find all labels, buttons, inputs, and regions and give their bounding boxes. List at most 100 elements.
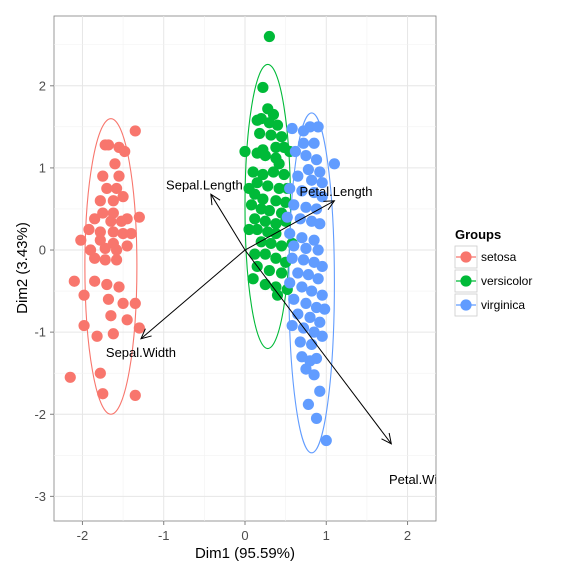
legend-key-virginica bbox=[460, 299, 472, 311]
point-virginica bbox=[302, 398, 314, 410]
point-versicolor bbox=[278, 168, 290, 181]
point-virginica bbox=[284, 182, 296, 195]
point-virginica bbox=[297, 137, 310, 149]
point-versicolor bbox=[239, 145, 251, 158]
point-versicolor bbox=[259, 278, 271, 291]
point-virginica bbox=[328, 158, 341, 170]
point-virginica bbox=[292, 170, 304, 182]
point-versicolor bbox=[254, 127, 266, 140]
point-virginica bbox=[304, 121, 316, 133]
point-setosa bbox=[133, 322, 145, 334]
point-setosa bbox=[129, 389, 141, 401]
arrow-Petal.Width bbox=[244, 249, 392, 445]
point-versicolor bbox=[249, 188, 261, 200]
point-versicolor bbox=[267, 166, 280, 178]
point-versicolor bbox=[263, 205, 275, 217]
variable-labels: Sepal.Length Sepal.Width Petal.Length Petal… bbox=[106, 177, 455, 487]
point-versicolor bbox=[259, 215, 271, 227]
point-setosa bbox=[83, 223, 95, 236]
point-virginica bbox=[306, 174, 318, 186]
data-points bbox=[64, 30, 341, 447]
point-virginica bbox=[286, 122, 298, 135]
point-versicolor bbox=[273, 182, 285, 195]
y-tick-label: -1 bbox=[34, 325, 46, 340]
y-tick-label: -3 bbox=[34, 489, 46, 504]
arrow-Sepal.Length bbox=[210, 193, 246, 251]
point-virginica bbox=[316, 260, 328, 273]
point-setosa bbox=[107, 195, 119, 207]
point-virginica bbox=[316, 330, 328, 342]
point-setosa bbox=[121, 213, 133, 225]
point-setosa bbox=[99, 242, 111, 254]
y-axis-title: Dim2 (3.43%) bbox=[14, 222, 31, 314]
point-virginica bbox=[281, 211, 293, 223]
point-versicolor bbox=[270, 252, 282, 264]
point-virginica bbox=[300, 297, 312, 309]
point-setosa bbox=[68, 275, 80, 287]
point-setosa bbox=[117, 297, 129, 309]
point-virginica bbox=[316, 191, 328, 203]
point-virginica bbox=[294, 213, 306, 225]
point-setosa bbox=[89, 252, 101, 264]
point-virginica bbox=[296, 185, 308, 197]
point-versicolor bbox=[247, 166, 259, 178]
point-versicolor bbox=[270, 141, 282, 153]
label-Petal.Length: Petal.Length bbox=[300, 184, 373, 199]
point-virginica bbox=[294, 336, 306, 348]
point-setosa bbox=[105, 215, 117, 227]
point-versicolor bbox=[259, 248, 271, 260]
point-setosa bbox=[117, 191, 129, 203]
x-axis-title: Dim1 (95.59%) bbox=[195, 545, 295, 562]
point-virginica bbox=[288, 199, 300, 211]
point-virginica bbox=[312, 273, 324, 285]
point-setosa bbox=[117, 228, 129, 240]
point-versicolor bbox=[251, 223, 263, 236]
point-virginica bbox=[314, 316, 326, 328]
point-versicolor bbox=[259, 149, 271, 162]
point-versicolor bbox=[271, 289, 284, 301]
point-setosa bbox=[113, 281, 125, 293]
point-setosa bbox=[133, 211, 145, 223]
point-virginica bbox=[286, 252, 298, 264]
legend-title: Groups bbox=[455, 227, 501, 242]
point-versicolor bbox=[270, 195, 282, 207]
point-virginica bbox=[284, 277, 296, 289]
point-versicolor bbox=[262, 180, 274, 192]
point-virginica bbox=[306, 285, 318, 297]
point-virginica bbox=[300, 242, 312, 254]
point-setosa bbox=[110, 182, 123, 195]
y-tick-label: 2 bbox=[39, 78, 46, 93]
point-setosa bbox=[94, 234, 106, 246]
point-setosa bbox=[125, 228, 137, 240]
point-virginica bbox=[296, 232, 308, 244]
point-virginica bbox=[300, 363, 312, 375]
point-setosa bbox=[97, 388, 109, 400]
point-setosa bbox=[89, 275, 101, 287]
point-versicolor bbox=[271, 119, 284, 131]
point-setosa bbox=[78, 319, 90, 332]
point-virginica bbox=[308, 137, 320, 149]
x-tick-label: -1 bbox=[158, 528, 170, 543]
legend-key-setosa bbox=[460, 251, 472, 263]
point-versicolor bbox=[265, 129, 277, 141]
point-setosa bbox=[110, 244, 123, 256]
point-virginica bbox=[314, 166, 326, 178]
point-virginica bbox=[319, 303, 331, 315]
point-virginica bbox=[312, 121, 324, 133]
point-virginica bbox=[306, 338, 318, 351]
y-tick-label: -2 bbox=[34, 407, 46, 422]
arrowhead-Sepal.Length bbox=[210, 193, 221, 206]
point-virginica bbox=[286, 319, 298, 332]
point-setosa bbox=[89, 213, 101, 225]
point-setosa bbox=[121, 240, 133, 252]
legend-label-virginica: virginica bbox=[481, 298, 525, 312]
variable-arrows bbox=[140, 193, 392, 445]
point-virginica bbox=[288, 293, 300, 305]
label-Petal.Width: Petal.Width bbox=[389, 472, 455, 487]
point-setosa bbox=[129, 125, 141, 137]
arrowhead-Petal.Width bbox=[381, 432, 392, 445]
point-virginica bbox=[302, 163, 314, 176]
point-setosa bbox=[94, 367, 106, 379]
label-Sepal.Length: Sepal.Length bbox=[166, 177, 243, 192]
